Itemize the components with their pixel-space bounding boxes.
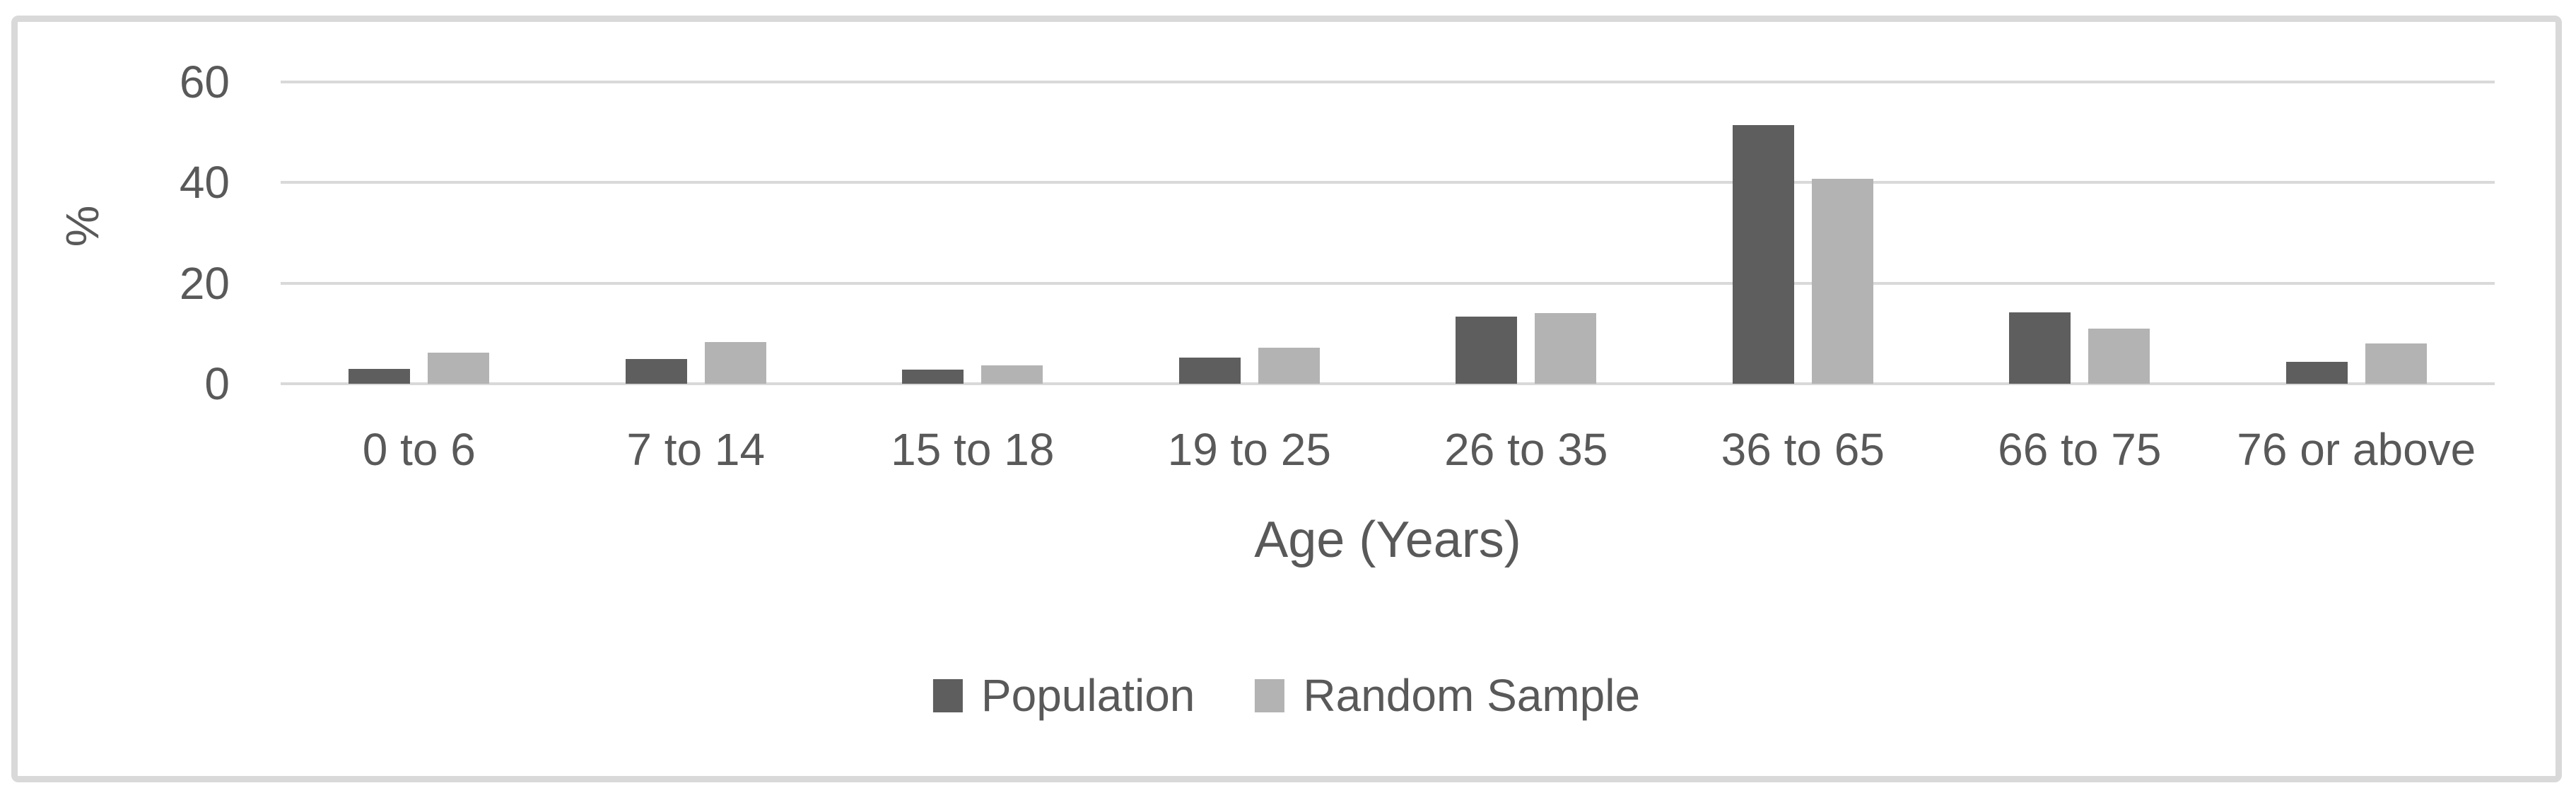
y-axis-title: % xyxy=(56,205,108,247)
bar-random-sample xyxy=(1535,313,1597,384)
x-tick-label: 0 to 6 xyxy=(362,424,476,475)
y-tick-label: 0 xyxy=(204,358,230,409)
legend-item-population: Population xyxy=(932,670,1195,721)
bar-random-sample xyxy=(428,352,490,384)
chart-frame xyxy=(11,16,2562,782)
bar-random-sample xyxy=(1258,347,1320,384)
legend: Population Random Sample xyxy=(932,670,1640,721)
legend-swatch-icon xyxy=(932,678,963,712)
x-tick-label: 15 to 18 xyxy=(891,424,1055,475)
legend-label: Population xyxy=(980,670,1195,721)
gridline xyxy=(281,281,2495,285)
bar-population xyxy=(2285,362,2348,384)
bar-random-sample xyxy=(704,341,766,384)
bar-random-sample xyxy=(2365,343,2427,384)
bar-population xyxy=(2009,312,2071,384)
y-tick-label: 20 xyxy=(179,257,230,309)
bar-population xyxy=(902,370,964,384)
x-tick-label: 26 to 35 xyxy=(1444,424,1608,475)
category-group xyxy=(2218,82,2495,384)
bar-population xyxy=(349,368,411,384)
x-tick-label: 7 to 14 xyxy=(626,424,766,475)
category-group xyxy=(834,82,1111,384)
gridline xyxy=(281,382,2495,385)
bar-population xyxy=(1456,317,1518,384)
bar-random-sample xyxy=(981,365,1043,384)
bar-population xyxy=(625,359,687,384)
bar-random-sample xyxy=(1811,178,1873,384)
y-tick-label: 60 xyxy=(179,57,230,107)
bar-random-sample xyxy=(2088,329,2150,384)
category-group xyxy=(1111,82,1388,384)
x-tick-label: 19 to 25 xyxy=(1167,424,1331,475)
x-tick-label: 36 to 65 xyxy=(1721,424,1885,475)
legend-label: Random Sample xyxy=(1303,670,1641,721)
category-group xyxy=(1941,82,2218,384)
x-tick-label: 66 to 75 xyxy=(1998,424,2162,475)
category-group xyxy=(1665,82,1942,384)
bar-population xyxy=(1178,358,1241,384)
y-tick-label: 40 xyxy=(179,157,230,208)
category-group xyxy=(558,82,835,384)
gridline xyxy=(281,81,2495,83)
bar-population xyxy=(1732,124,1794,384)
gridline xyxy=(281,181,2495,184)
category-group xyxy=(1388,82,1665,384)
x-tick-label: 76 or above xyxy=(2237,424,2476,475)
legend-item-random-sample: Random Sample xyxy=(1255,673,1640,718)
legend-swatch-icon xyxy=(1255,678,1285,712)
x-axis-title: Age (Years) xyxy=(1254,512,1521,568)
category-group xyxy=(281,82,558,384)
